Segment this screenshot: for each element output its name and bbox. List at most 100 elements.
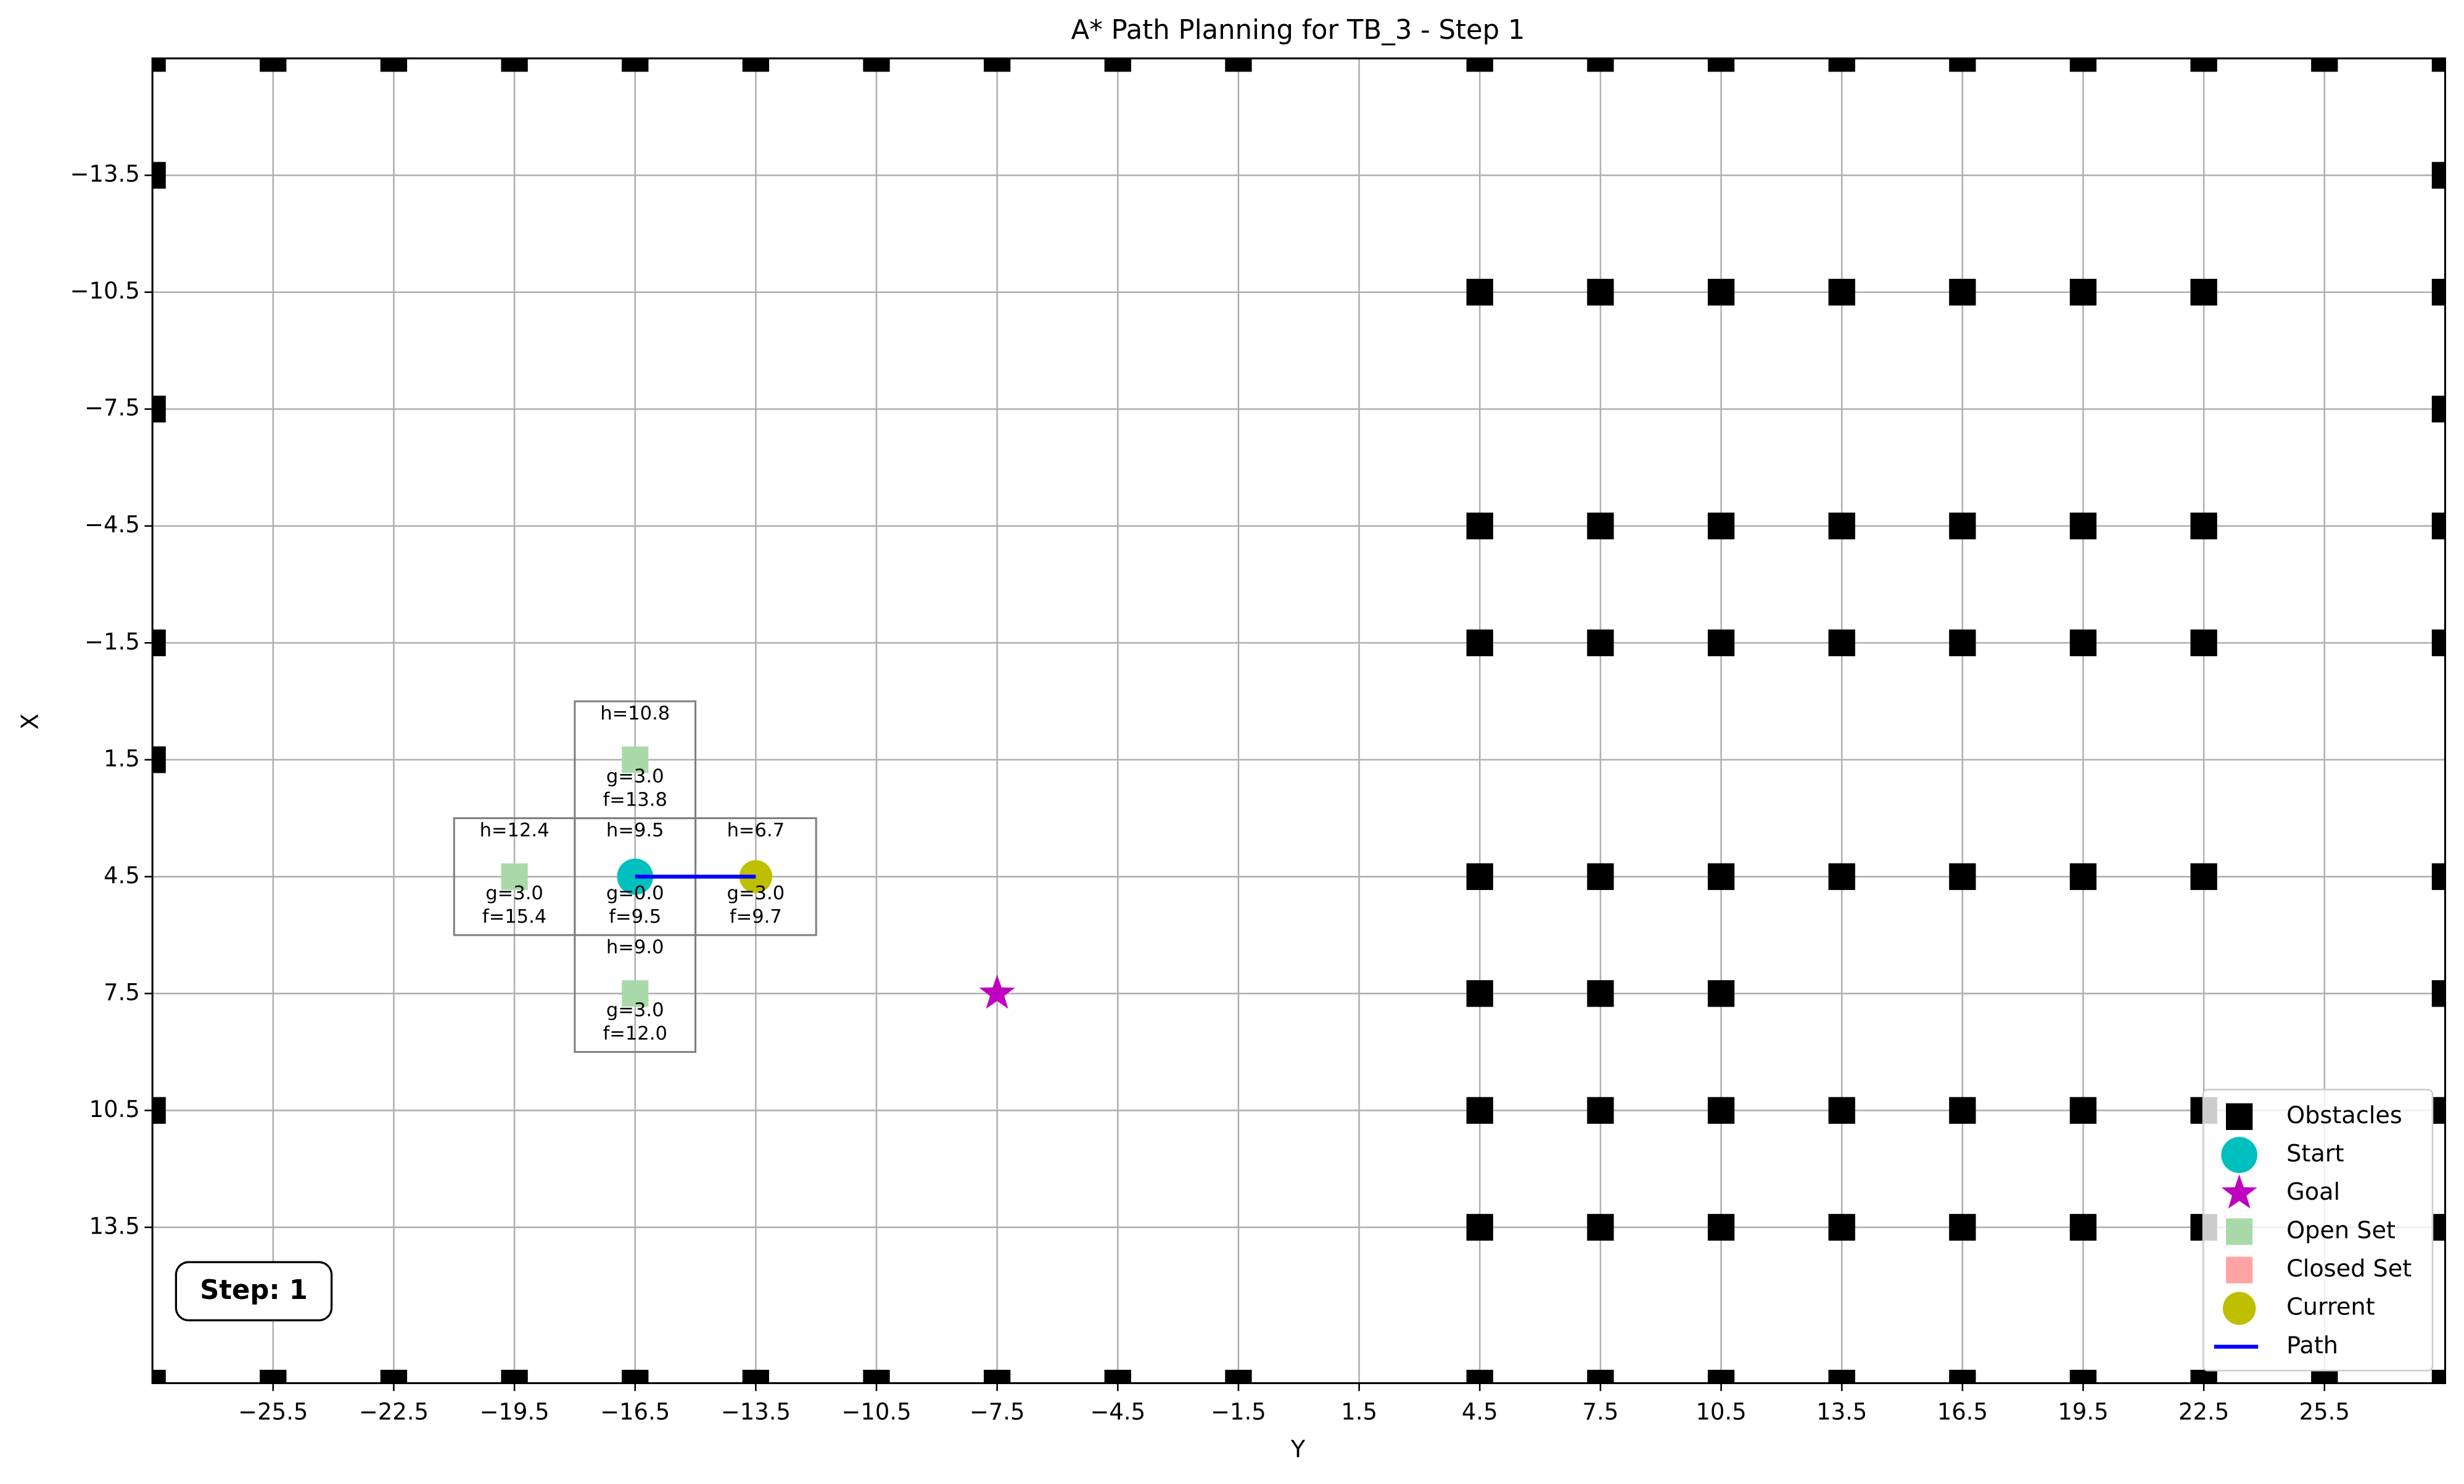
cell-f: f=9.5 <box>609 906 661 928</box>
marker <box>622 746 649 773</box>
marker <box>2431 513 2445 540</box>
marker <box>984 58 1011 72</box>
marker <box>984 1369 1011 1383</box>
marker <box>1466 1369 1493 1383</box>
marker <box>2431 395 2445 423</box>
marker <box>1949 629 1976 656</box>
y-tick-label: −4.5 <box>84 511 140 538</box>
marker <box>2190 279 2217 306</box>
marker <box>1949 1369 1976 1383</box>
marker <box>742 1369 770 1383</box>
y-axis-label: X <box>17 714 44 730</box>
marker <box>742 58 770 72</box>
step-label: Step: 1 <box>200 1275 308 1306</box>
marker <box>2190 513 2217 540</box>
marker <box>1104 1369 1131 1383</box>
x-tick-label: −10.5 <box>841 1398 911 1425</box>
marker <box>1707 863 1735 890</box>
marker <box>501 863 528 890</box>
marker <box>1466 1214 1493 1241</box>
x-tick-label: 25.5 <box>2299 1398 2350 1425</box>
y-tick-label: 13.5 <box>89 1213 140 1239</box>
cell-h: h=6.7 <box>727 820 785 841</box>
marker <box>1466 58 1493 72</box>
marker <box>1707 980 1735 1007</box>
marker <box>152 395 166 423</box>
marker <box>2069 1369 2097 1383</box>
y-tick-label: −10.5 <box>70 278 140 304</box>
marker <box>1707 58 1735 72</box>
marker <box>1949 863 1976 890</box>
marker <box>1828 58 1855 72</box>
marker <box>1587 1097 1614 1124</box>
marker <box>1828 863 1855 890</box>
cell-f: f=12.0 <box>603 1023 667 1045</box>
marker <box>1225 58 1252 72</box>
marker <box>2069 279 2097 306</box>
cell-f: f=9.7 <box>730 906 782 928</box>
marker <box>501 1369 528 1383</box>
x-tick-label: −1.5 <box>1211 1398 1266 1425</box>
cell-g: g=0.0 <box>606 883 664 904</box>
marker <box>1949 513 1976 540</box>
marker <box>1707 1214 1735 1241</box>
marker <box>152 629 166 656</box>
legend-label: Start <box>2286 1140 2344 1168</box>
y-tick-label: 7.5 <box>104 979 140 1005</box>
x-tick-label: 19.5 <box>2058 1398 2108 1425</box>
marker <box>1949 58 1976 72</box>
marker <box>1587 629 1614 656</box>
marker <box>1466 629 1493 656</box>
marker <box>1707 279 1735 306</box>
marker <box>622 980 649 1007</box>
y-tick-label: −1.5 <box>84 629 140 655</box>
step-box <box>175 1261 333 1322</box>
cell-box <box>574 934 697 1053</box>
marker <box>622 58 649 72</box>
y-tick-label: −7.5 <box>84 395 140 421</box>
marker <box>1587 279 1614 306</box>
x-tick-label: 10.5 <box>1696 1398 1746 1425</box>
legend-label: Current <box>2286 1294 2375 1321</box>
marker <box>2431 629 2445 656</box>
marker <box>1707 1369 1735 1383</box>
marker <box>2431 980 2445 1007</box>
legend-label: Open Set <box>2286 1217 2396 1244</box>
marker <box>2069 1214 2097 1241</box>
x-tick-label: 7.5 <box>1583 1398 1619 1425</box>
x-tick-label: −25.5 <box>238 1398 308 1425</box>
x-tick-label: −22.5 <box>359 1398 429 1425</box>
marker <box>152 58 166 72</box>
marker <box>1828 1369 1855 1383</box>
marker <box>1707 513 1735 540</box>
marker <box>152 1097 166 1124</box>
marker <box>2069 863 2097 890</box>
cell-g: g=3.0 <box>485 883 543 904</box>
x-tick-label: 1.5 <box>1341 1398 1377 1425</box>
x-tick-label: 4.5 <box>1462 1398 1498 1425</box>
marker <box>1949 279 1976 306</box>
marker <box>863 58 890 72</box>
marker <box>979 975 1015 1009</box>
x-tick-label: 16.5 <box>1937 1398 1988 1425</box>
x-axis-label: Y <box>1290 1437 1306 1464</box>
marker <box>260 58 287 72</box>
marker <box>1828 1097 1855 1124</box>
marker <box>1466 980 1493 1007</box>
x-tick-label: 22.5 <box>2178 1398 2229 1425</box>
marker <box>380 58 408 72</box>
marker <box>863 1369 890 1383</box>
legend-label: Path <box>2286 1332 2338 1359</box>
marker <box>2431 1214 2445 1241</box>
marker <box>1949 1214 1976 1241</box>
marker <box>2431 58 2445 72</box>
x-tick-label: −13.5 <box>721 1398 791 1425</box>
marker <box>1707 1097 1735 1124</box>
chart-title: A* Path Planning for TB_3 - Step 1 <box>1071 15 1525 46</box>
marker <box>380 1369 408 1383</box>
marker <box>1466 1097 1493 1124</box>
legend-box <box>2202 1089 2434 1372</box>
marker <box>2431 1369 2445 1383</box>
y-tick-label: 4.5 <box>104 862 140 889</box>
